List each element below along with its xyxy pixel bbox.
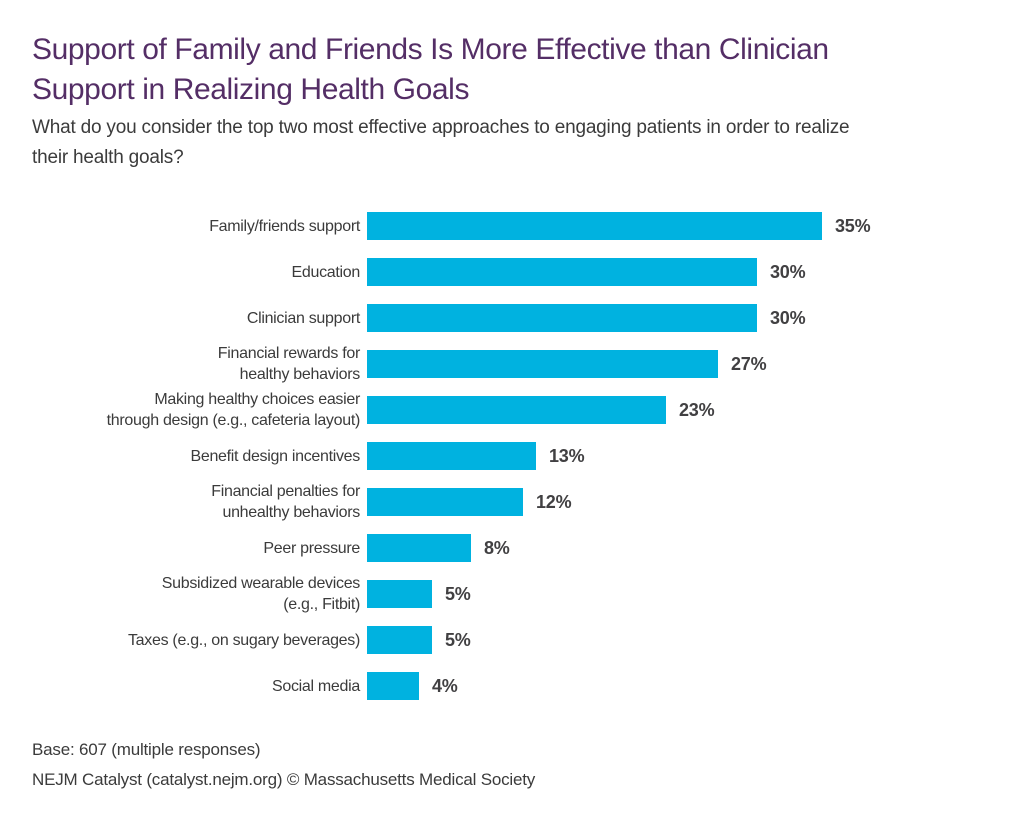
- category-label: Peer pressure: [263, 539, 360, 557]
- chart-row: Taxes (e.g., on sugary beverages) 5%: [0, 617, 1024, 663]
- bar: [367, 212, 822, 240]
- chart-row: Financial penalties for unhealthy behavio…: [0, 479, 1024, 525]
- bar: [367, 672, 419, 700]
- source-note: NEJM Catalyst (catalyst.nejm.org) © Mass…: [32, 770, 536, 789]
- category-label: Financial rewards for healthy behaviors: [217, 345, 361, 383]
- value-label: 35%: [835, 215, 871, 236]
- category-label: Family/friends support: [209, 217, 360, 235]
- value-label: 30%: [770, 307, 806, 328]
- bar: [367, 626, 432, 654]
- value-label: 30%: [770, 261, 806, 282]
- value-label: 13%: [549, 445, 585, 466]
- category-label: Clinician support: [246, 309, 360, 327]
- bar: [367, 534, 471, 562]
- bar: [367, 442, 536, 470]
- bar: [367, 488, 523, 516]
- page-title-line-1: Support of Family and Friends Is More Ef…: [32, 33, 829, 66]
- category-label: Financial penalties for unhealthy behavio…: [211, 483, 360, 521]
- bar: [367, 396, 666, 424]
- chart-row: Family/friends support 35%: [0, 203, 1024, 249]
- category-label: Education: [291, 263, 361, 281]
- chart-row: Subsidized wearable devices (e.g., Fitbit…: [0, 571, 1024, 617]
- chart-row: Peer pressure 8%: [0, 525, 1024, 571]
- value-label: 23%: [679, 399, 715, 420]
- survey-question-line-1: What do you consider the top two most ef…: [32, 117, 850, 138]
- chart-footer: Base: 607 (multiple responses) NEJM Cata…: [32, 740, 535, 800]
- value-label: 4%: [432, 675, 458, 696]
- bar: [367, 580, 432, 608]
- category-label: Taxes (e.g., on sugary beverages): [127, 631, 360, 649]
- bar: [367, 304, 757, 332]
- survey-question: What do you consider the top two most ef…: [32, 113, 850, 173]
- chart-row: Social media 4%: [0, 663, 1024, 709]
- chart-row: Education 30%: [0, 249, 1024, 295]
- value-label: 27%: [731, 353, 767, 374]
- base-note: Base: 607 (multiple responses): [32, 740, 261, 759]
- category-label: Making healthy choices easier through des…: [106, 391, 361, 429]
- value-label: 5%: [445, 583, 471, 604]
- category-label: Subsidized wearable devices (e.g., Fitbit…: [161, 575, 361, 613]
- value-label: 8%: [484, 537, 510, 558]
- chart-row: Financial rewards for healthy behaviors 27…: [0, 341, 1024, 387]
- page-title-line-2: Support in Realizing Health Goals: [32, 73, 470, 106]
- chart-row: Making healthy choices easier through des…: [0, 387, 1024, 433]
- bar: [367, 258, 757, 286]
- chart-row: Benefit design incentives 13%: [0, 433, 1024, 479]
- value-label: 5%: [445, 629, 471, 650]
- value-label: 12%: [536, 491, 572, 512]
- page-title: Support of Family and Friends Is More Ef…: [32, 30, 829, 110]
- bar: [367, 350, 718, 378]
- chart-row: Clinician support 30%: [0, 295, 1024, 341]
- bar-chart: Family/friends support 35% Education 30% Cli…: [0, 203, 1024, 709]
- category-label: Social media: [271, 677, 360, 695]
- category-label: Benefit design incentives: [190, 447, 360, 465]
- survey-question-line-2: their health goals?: [32, 147, 184, 168]
